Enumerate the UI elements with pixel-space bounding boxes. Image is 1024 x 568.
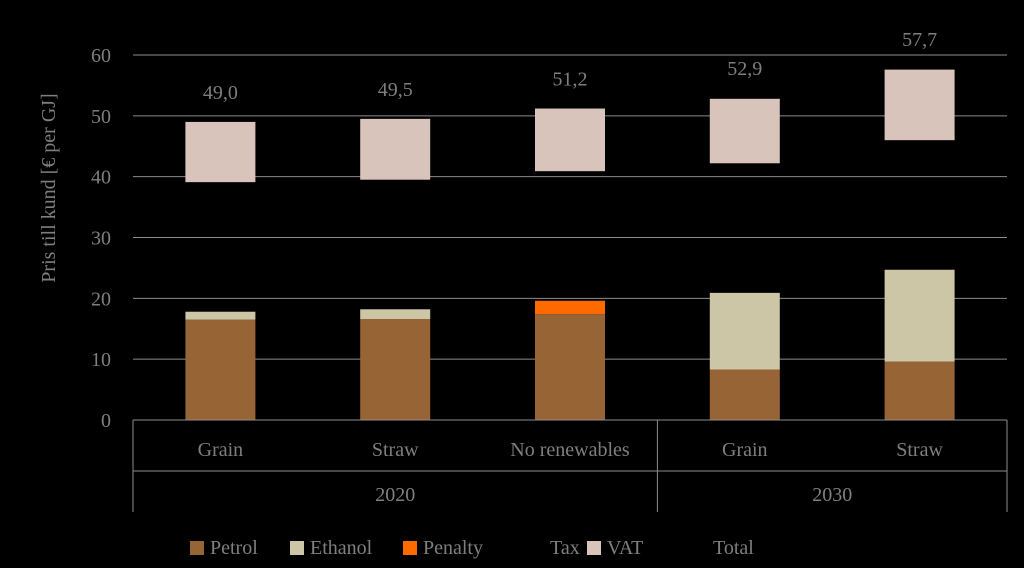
x-category-label: No renewables <box>510 439 630 461</box>
bar-segment-ethanol <box>709 292 780 370</box>
bar-segment-ethanol <box>360 309 431 320</box>
legend-label: Petrol <box>210 537 258 559</box>
legend-swatch <box>587 541 601 555</box>
y-tick-label: 40 <box>91 167 111 189</box>
y-axis-ticks: 0 10 20 30 40 50 60 <box>91 45 111 432</box>
bar-segment-ethanol <box>884 269 955 362</box>
legend-label: Total <box>713 537 754 559</box>
x-group-label: 2020 <box>375 484 415 506</box>
y-tick-label: 10 <box>91 349 111 371</box>
y-tick-label: 20 <box>91 288 111 310</box>
legend-swatch <box>290 541 304 555</box>
bar-segment-ethanol <box>185 311 256 320</box>
y-tick-label: 0 <box>101 410 111 432</box>
bars <box>185 69 955 420</box>
bar-segment-petrol <box>185 319 256 420</box>
bar-segment-vat <box>535 108 605 172</box>
x-category-label: Straw <box>372 439 419 461</box>
bar-segment-petrol <box>535 314 605 420</box>
total-data-label: 49,0 <box>203 82 238 104</box>
legend: Petrol Ethanol Penalty Tax VAT Total <box>190 537 754 559</box>
bar-segment-vat <box>185 121 256 183</box>
bar-segment-vat <box>709 98 780 164</box>
y-tick-label: 30 <box>91 228 111 250</box>
x-axis: Grain Straw No renewables Grain Straw 2020 203… <box>132 419 1008 512</box>
bar-segment-petrol <box>709 369 780 420</box>
x-category-label: Straw <box>896 439 943 461</box>
bar-segment-vat <box>884 69 955 141</box>
x-category-label: Grain <box>722 439 768 461</box>
legend-item-tax: Tax <box>550 537 580 559</box>
legend-item-vat: VAT <box>587 537 643 559</box>
total-data-label: 49,5 <box>378 79 413 101</box>
bar-segment-petrol <box>360 319 431 420</box>
total-data-label: 51,2 <box>553 69 588 91</box>
legend-item-petrol: Petrol <box>190 537 258 559</box>
legend-item-penalty: Penalty <box>403 537 483 559</box>
bar-segment-penalty <box>535 300 605 315</box>
y-axis-title: Pris till kund [€ per GJ] <box>38 93 60 282</box>
legend-label: Penalty <box>423 537 483 559</box>
bar-segment-vat <box>360 118 431 180</box>
total-data-label: 57,7 <box>902 29 937 51</box>
y-tick-label: 50 <box>91 106 111 128</box>
legend-label: Tax <box>550 537 580 559</box>
x-category-label: Grain <box>198 439 244 461</box>
y-tick-label: 60 <box>91 45 111 67</box>
total-data-label: 52,9 <box>727 58 762 80</box>
total-labels: 49,0 49,5 51,2 52,9 57,7 <box>203 29 937 104</box>
x-group-label: 2030 <box>812 484 852 506</box>
legend-item-ethanol: Ethanol <box>290 537 373 559</box>
legend-item-total: Total <box>713 537 754 559</box>
legend-swatch <box>403 541 417 555</box>
bar-segment-petrol <box>884 361 955 420</box>
legend-swatch <box>190 541 204 555</box>
legend-label: Ethanol <box>310 537 373 559</box>
legend-label: VAT <box>607 537 643 559</box>
